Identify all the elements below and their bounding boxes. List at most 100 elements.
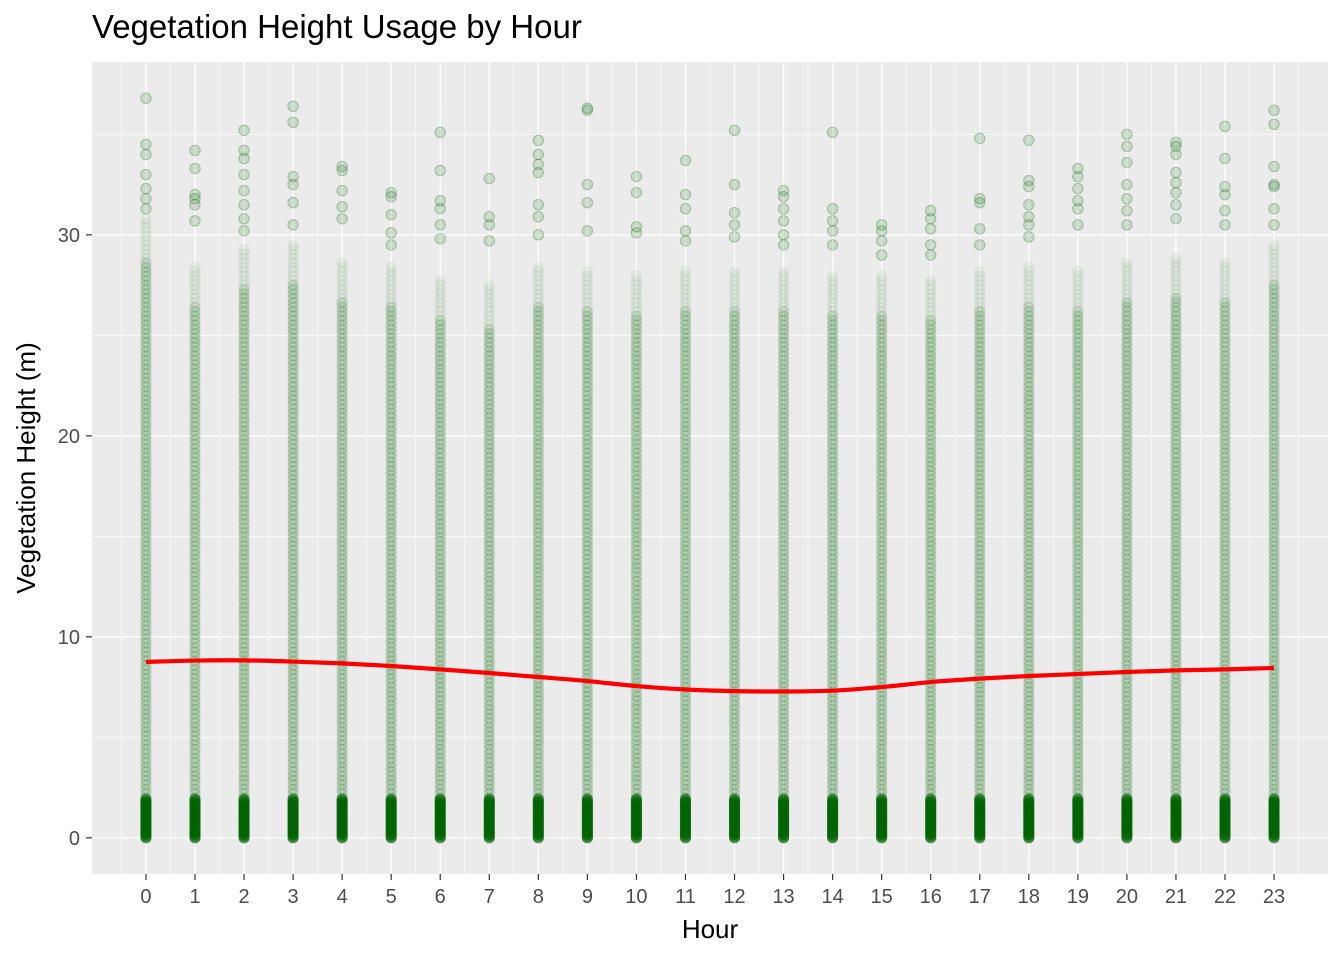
data-point: [287, 712, 299, 725]
data-point: [140, 717, 152, 729]
data-point: [140, 341, 152, 353]
data-point: [140, 416, 152, 428]
data-point: [532, 199, 545, 211]
data-point: [238, 668, 250, 680]
data-point: [140, 429, 152, 442]
data-point: [189, 266, 201, 278]
data-point: [1023, 199, 1035, 211]
data-point: [189, 544, 201, 557]
data-point: [434, 203, 446, 215]
data-point: [140, 168, 152, 181]
data-point: [1170, 252, 1182, 265]
data-point: [238, 323, 250, 335]
data-point: [140, 226, 152, 238]
data-point: [140, 527, 152, 539]
data-point: [1121, 128, 1133, 141]
data-point: [287, 491, 299, 503]
data-point: [777, 239, 790, 251]
data-point: [925, 223, 937, 235]
data-point: [1170, 176, 1182, 189]
data-point: [189, 690, 201, 702]
data-point: [1219, 219, 1231, 231]
data-point: [238, 505, 250, 517]
data-point: [1023, 231, 1035, 243]
data-point: [238, 558, 250, 570]
data-point: [189, 487, 201, 499]
data-point: [189, 673, 201, 685]
data-point: [238, 438, 250, 450]
data-point: [434, 219, 446, 231]
data-point: [434, 275, 446, 287]
data-point: [728, 124, 741, 137]
data-point: [140, 487, 152, 499]
data-point: [238, 690, 250, 702]
data-point: [140, 761, 152, 773]
data-point: [287, 416, 299, 428]
data-point: [189, 447, 201, 459]
data-point: [287, 730, 299, 742]
data-point: [140, 328, 152, 340]
data-point: [238, 451, 250, 464]
data-point: [238, 261, 250, 274]
data-point: [189, 584, 201, 596]
data-point: [189, 549, 201, 561]
data-point: [1219, 793, 1231, 805]
data-point: [238, 257, 250, 269]
data-point: [238, 518, 250, 530]
data-point: [238, 793, 250, 805]
data-point: [238, 739, 250, 751]
data-point: [385, 227, 397, 239]
data-point: [140, 385, 152, 397]
data-point: [238, 244, 250, 256]
data-point: [238, 144, 250, 157]
data-point: [140, 403, 152, 415]
data-point: [189, 319, 201, 331]
data-point: [238, 677, 250, 689]
data-point: [140, 394, 152, 406]
data-point: [287, 765, 299, 778]
data-point: [581, 225, 594, 237]
data-point: [1268, 180, 1280, 193]
data-point: [1072, 203, 1084, 215]
data-point: [238, 332, 250, 344]
data-point: [287, 743, 299, 755]
data-point: [238, 544, 250, 557]
data-point: [189, 192, 201, 205]
data-point: [140, 726, 152, 738]
data-point: [238, 301, 250, 313]
data-point: [238, 288, 250, 300]
data-point: [434, 233, 446, 245]
data-point: [238, 593, 250, 605]
data-point: [826, 239, 839, 251]
data-point: [1170, 166, 1182, 179]
x-tick-label: 18: [1018, 886, 1040, 908]
data-point: [287, 509, 299, 521]
data-point: [287, 394, 299, 406]
data-point: [189, 381, 201, 393]
data-point: [287, 770, 299, 782]
data-point: [189, 376, 201, 388]
data-point: [287, 633, 299, 645]
data-point: [189, 597, 201, 610]
data-point: [827, 270, 839, 282]
data-point: [238, 168, 250, 181]
data-point: [238, 385, 250, 397]
data-point: [287, 664, 299, 676]
data-point: [974, 196, 986, 209]
data-point: [1170, 186, 1182, 199]
data-point: [140, 708, 152, 720]
data-point: [140, 531, 152, 543]
data-point: [287, 487, 299, 499]
points-layer: [140, 92, 1280, 844]
data-point: [189, 765, 201, 778]
data-point: [189, 580, 201, 592]
data-point: [532, 134, 545, 147]
data-point: [287, 478, 299, 490]
data-point: [238, 359, 250, 371]
x-tick-label: 9: [582, 886, 593, 908]
data-point: [728, 207, 741, 219]
data-point: [238, 266, 250, 278]
data-point: [189, 619, 201, 632]
data-point: [287, 752, 299, 764]
data-point: [287, 558, 299, 570]
